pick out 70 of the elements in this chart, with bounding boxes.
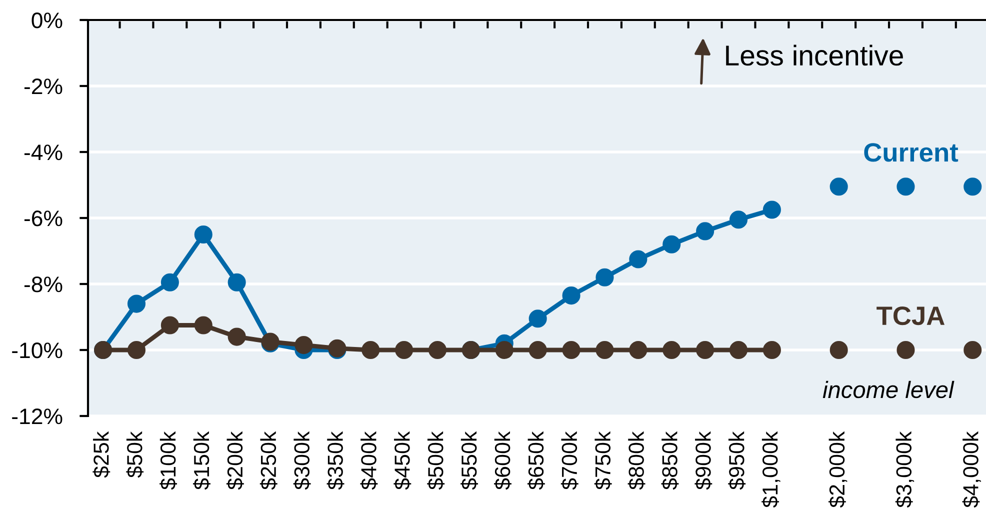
point <box>596 268 614 286</box>
point <box>729 340 748 360</box>
point <box>428 340 447 360</box>
x-tick-label: $100k <box>160 431 177 490</box>
x-tick-label: $650k <box>527 431 545 490</box>
x-tick-label: $750k <box>594 431 612 490</box>
x-tick-label: $550k <box>460 431 478 490</box>
y-tick-label: -8% <box>24 276 62 292</box>
x-tick-label: $1,000k <box>762 431 780 508</box>
point <box>362 340 380 360</box>
point <box>228 273 246 292</box>
point <box>160 273 179 292</box>
x-tick-label: $300k <box>293 431 311 490</box>
point <box>896 340 915 360</box>
y-tick-label: -10% <box>12 342 62 358</box>
point <box>830 340 848 360</box>
y-tick-label: -2% <box>24 78 62 94</box>
point <box>964 340 982 360</box>
point <box>662 235 681 254</box>
x-tick-label: $200k <box>226 431 244 490</box>
series-label: TCJA <box>876 306 945 326</box>
x-tick-label: $700k <box>560 431 578 490</box>
point <box>830 178 848 196</box>
point <box>964 178 982 196</box>
x-tick-label: $350k <box>326 431 344 490</box>
point <box>562 340 580 360</box>
x-tick-label: $500k <box>427 431 445 490</box>
point <box>495 340 514 360</box>
y-tick-label: -4% <box>24 144 62 160</box>
point <box>127 294 146 313</box>
x-tick-label: $250k <box>260 431 278 490</box>
point <box>395 340 414 360</box>
point <box>629 340 648 360</box>
point <box>696 340 714 360</box>
point <box>194 316 212 334</box>
point <box>729 210 748 229</box>
x-tick-label: $400k <box>360 431 378 490</box>
series-label: Current <box>864 143 958 162</box>
x-tick-label: $25k <box>92 431 110 478</box>
y-tick-label: -6% <box>24 210 62 226</box>
y-tick-label: 0% <box>32 12 62 28</box>
x-tick-label: $900k <box>694 431 712 490</box>
point <box>896 178 915 196</box>
x-tick-label: $3,000k <box>895 431 914 508</box>
point <box>194 225 212 244</box>
point <box>127 340 146 360</box>
point <box>629 250 648 268</box>
point <box>160 316 179 334</box>
x-tick-label: $2,000k <box>828 431 848 508</box>
point <box>528 310 547 328</box>
point <box>662 340 681 360</box>
point <box>596 340 614 360</box>
point <box>696 222 714 240</box>
x-tick-label: $850k <box>661 431 679 490</box>
point <box>762 340 781 360</box>
annotation: Less incentive <box>726 44 903 66</box>
x-tick-label: $600k <box>494 431 512 490</box>
point <box>294 336 313 354</box>
x-tick-label: $950k <box>728 431 746 490</box>
x-tick-label: $50k <box>126 431 144 478</box>
point <box>762 200 781 219</box>
x-tick-label: $450k <box>394 431 412 490</box>
x-tick-label: $150k <box>193 431 210 490</box>
point <box>228 328 246 346</box>
y-tick-label: -12% <box>12 408 62 424</box>
point <box>528 340 547 360</box>
x-tick-label: $800k <box>628 431 646 490</box>
x-tick-label: $4,000k <box>962 431 981 508</box>
annotation: income level <box>822 380 954 398</box>
point <box>562 286 580 305</box>
